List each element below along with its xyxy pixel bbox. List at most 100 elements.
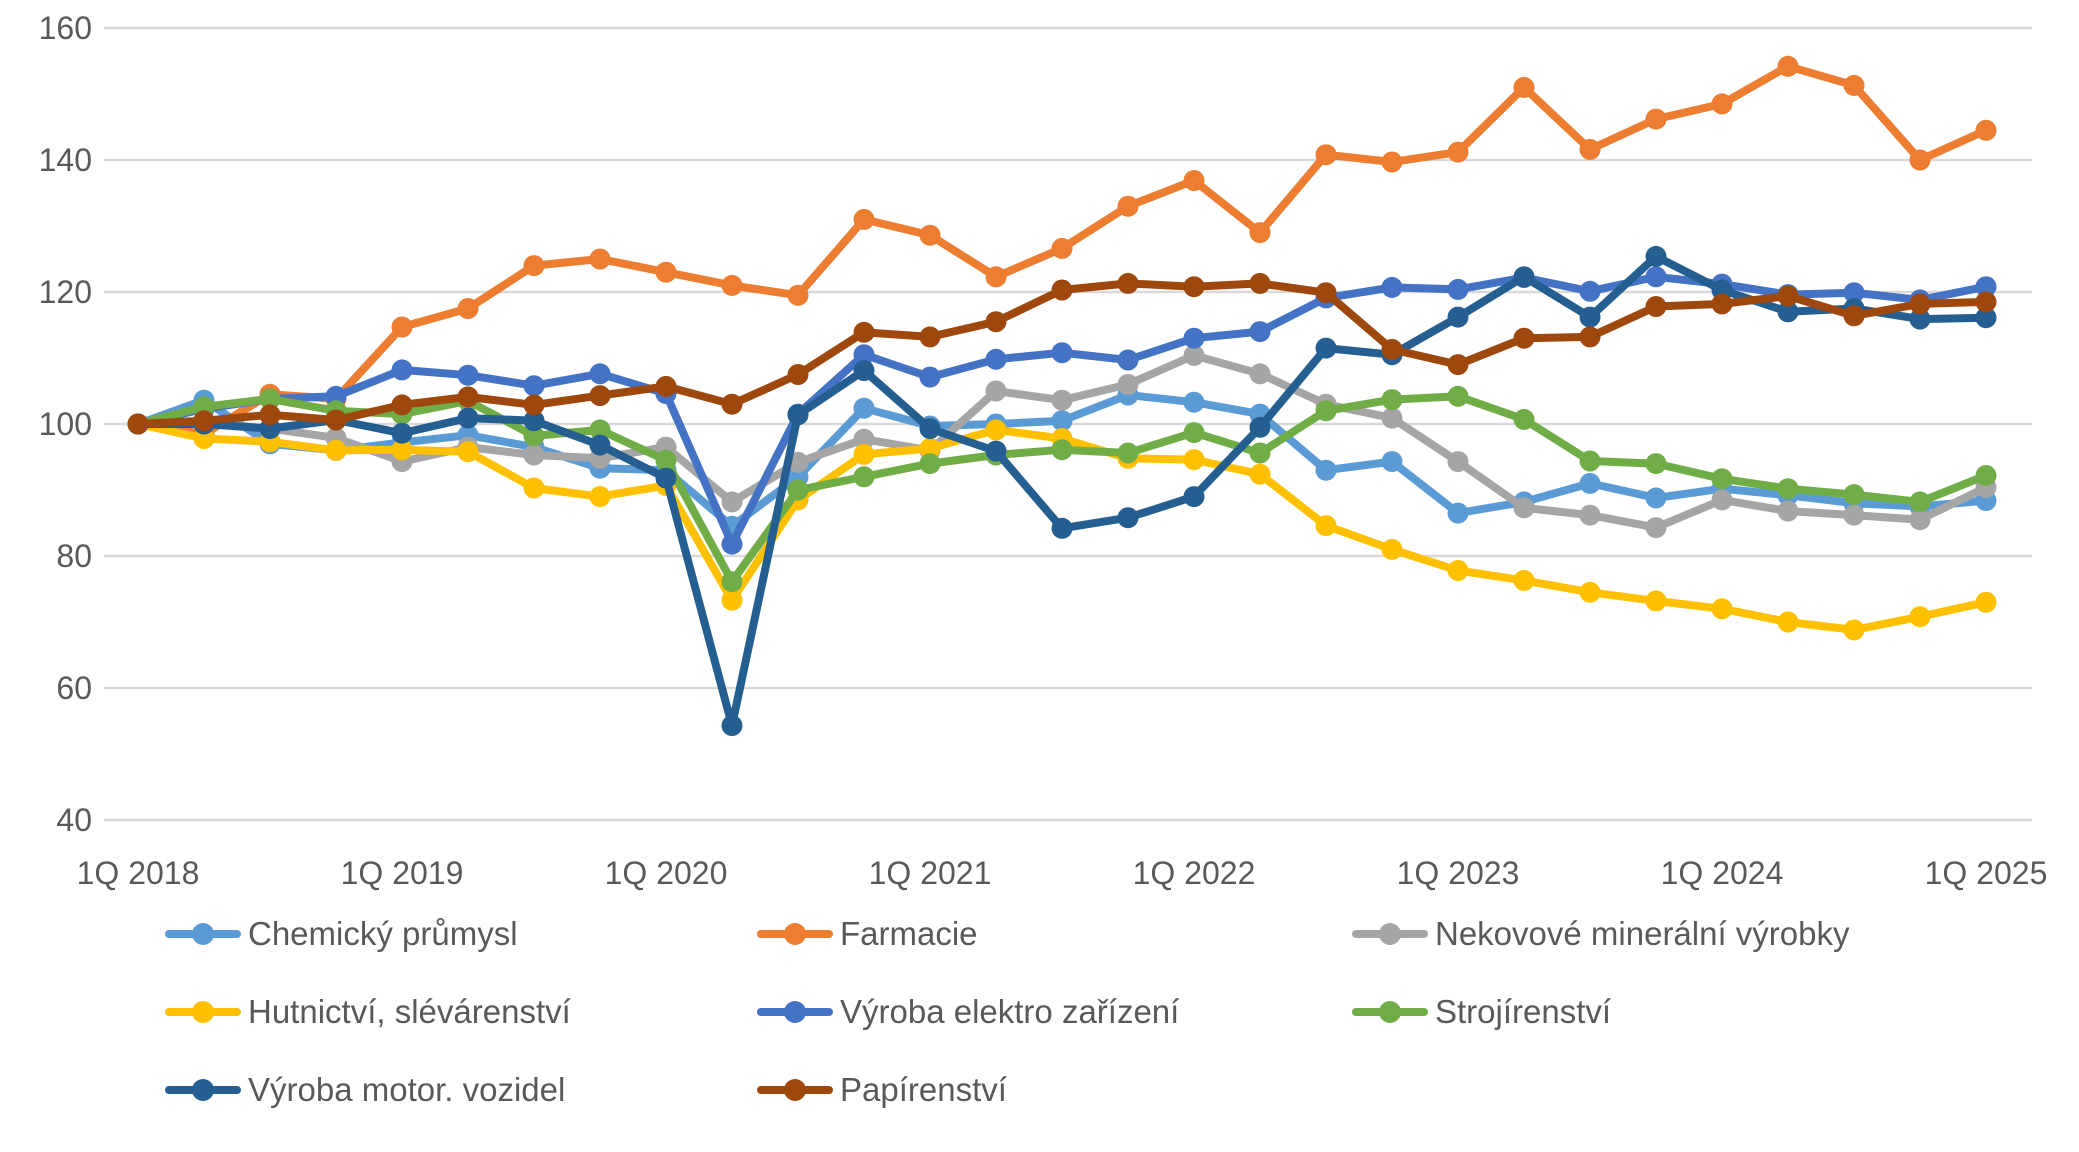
- data-point-farmacie: [1117, 195, 1139, 217]
- y-axis-tick-label: 120: [39, 274, 92, 310]
- data-point-farmacie: [985, 266, 1007, 288]
- data-point-nekovove-mineralni-vyrobky: [1249, 363, 1271, 385]
- data-point-papirenstvi: [1381, 338, 1403, 360]
- data-point-vyroba-elektro-zarizeni: [1843, 282, 1865, 304]
- y-axis-tick-label: 40: [56, 802, 92, 838]
- data-point-strojirenstvi: [721, 571, 743, 593]
- data-point-vyroba-motor-vozidel: [589, 434, 611, 456]
- data-point-vyroba-elektro-zarizeni: [1579, 280, 1601, 302]
- legend-label: Strojírenství: [1435, 993, 1612, 1030]
- data-point-farmacie: [1513, 76, 1535, 98]
- data-point-vyroba-motor-vozidel: [1315, 337, 1337, 359]
- legend-line-marker-icon: [757, 1079, 833, 1101]
- data-point-hutnictvi-slevarenstvi: [457, 441, 479, 463]
- data-point-vyroba-motor-vozidel: [1909, 308, 1931, 330]
- data-point-nekovove-mineralni-vyrobky: [853, 428, 875, 450]
- legend-label: Výroba elektro zařízení: [840, 993, 1180, 1030]
- legend-label: Papírenství: [840, 1071, 1007, 1108]
- data-point-strojirenstvi: [1975, 465, 1997, 486]
- data-point-hutnictvi-slevarenstvi: [589, 486, 611, 508]
- data-point-strojirenstvi: [1183, 422, 1205, 444]
- data-point-chemicky-prumysl: [1579, 472, 1601, 494]
- data-point-farmacie: [589, 248, 611, 270]
- data-point-chemicky-prumysl: [853, 397, 875, 419]
- data-point-vyroba-motor-vozidel: [787, 404, 809, 426]
- data-point-chemicky-prumysl: [1645, 487, 1667, 509]
- legend-item-farmacie: Farmacie: [757, 908, 1352, 960]
- legend-line-marker-icon: [1352, 1001, 1428, 1023]
- data-point-papirenstvi: [1975, 291, 1997, 313]
- data-point-vyroba-motor-vozidel: [721, 715, 743, 737]
- data-point-papirenstvi: [655, 375, 677, 397]
- data-point-chemicky-prumysl: [1447, 502, 1469, 524]
- data-point-papirenstvi: [193, 410, 215, 432]
- legend-item-nekovove-mineralni-vyrobky: Nekovové minerální výrobky: [1352, 908, 2025, 960]
- data-point-chemicky-prumysl: [1051, 410, 1073, 432]
- data-point-papirenstvi: [721, 393, 743, 415]
- data-point-vyroba-elektro-zarizeni: [391, 359, 413, 381]
- data-point-hutnictvi-slevarenstvi: [1183, 449, 1205, 471]
- data-point-strojirenstvi: [1315, 400, 1337, 422]
- data-point-nekovove-mineralni-vyrobky: [1183, 344, 1205, 366]
- data-point-papirenstvi: [1117, 272, 1139, 294]
- data-point-farmacie: [1975, 119, 1997, 141]
- legend-line-marker-icon: [1352, 923, 1428, 945]
- data-point-nekovove-mineralni-vyrobky: [1711, 489, 1733, 511]
- y-axis-tick-label: 80: [56, 538, 92, 574]
- data-point-farmacie: [1183, 170, 1205, 191]
- data-point-chemicky-prumysl: [1183, 391, 1205, 413]
- data-point-vyroba-motor-vozidel: [655, 467, 677, 489]
- y-axis-tick-label: 100: [39, 406, 92, 442]
- data-point-vyroba-elektro-zarizeni: [589, 363, 611, 385]
- data-point-hutnictvi-slevarenstvi: [1843, 619, 1865, 641]
- data-point-strojirenstvi: [259, 388, 281, 410]
- legend-label: Farmacie: [840, 915, 978, 952]
- data-point-papirenstvi: [1909, 293, 1931, 315]
- data-point-strojirenstvi: [853, 466, 875, 488]
- legend-item-vyroba-motor-vozidel: Výroba motor. vozidel: [165, 1064, 757, 1116]
- data-point-farmacie: [1315, 144, 1337, 166]
- data-point-hutnictvi-slevarenstvi: [985, 419, 1007, 441]
- data-point-farmacie: [391, 316, 413, 338]
- data-point-farmacie: [1711, 93, 1733, 115]
- data-point-vyroba-motor-vozidel: [1249, 416, 1271, 438]
- data-point-strojirenstvi: [1249, 442, 1271, 464]
- x-axis-tick-label: 1Q 2023: [1397, 855, 1520, 891]
- data-point-nekovove-mineralni-vyrobky: [985, 380, 1007, 402]
- data-point-papirenstvi: [1447, 354, 1469, 376]
- data-point-farmacie: [523, 255, 545, 277]
- data-point-nekovove-mineralni-vyrobky: [1843, 504, 1865, 526]
- data-point-vyroba-elektro-zarizeni: [325, 385, 347, 407]
- chart-legend: Chemický průmysl Farmacie Nekovové minerál…: [165, 908, 2025, 1116]
- data-point-vyroba-elektro-zarizeni: [457, 364, 479, 386]
- legend-line-marker-icon: [165, 1001, 241, 1023]
- data-point-strojirenstvi: [787, 479, 809, 501]
- data-point-chemicky-prumysl: [1381, 451, 1403, 473]
- data-point-hutnictvi-slevarenstvi: [1645, 590, 1667, 612]
- data-point-strojirenstvi: [1711, 468, 1733, 490]
- data-point-vyroba-elektro-zarizeni: [1183, 327, 1205, 349]
- data-point-vyroba-motor-vozidel: [853, 360, 875, 381]
- data-point-vyroba-elektro-zarizeni: [1975, 276, 1997, 298]
- data-point-hutnictvi-slevarenstvi: [1513, 569, 1535, 591]
- data-point-papirenstvi: [787, 364, 809, 385]
- data-point-farmacie: [655, 261, 677, 283]
- data-point-papirenstvi: [1183, 276, 1205, 298]
- data-point-strojirenstvi: [1051, 439, 1073, 461]
- data-point-farmacie: [1645, 108, 1667, 130]
- legend-line-marker-icon: [165, 1079, 241, 1101]
- data-point-vyroba-motor-vozidel: [1975, 307, 1997, 329]
- legend-label: Chemický průmysl: [248, 915, 518, 952]
- data-point-hutnictvi-slevarenstvi: [1315, 515, 1337, 537]
- data-point-vyroba-motor-vozidel: [391, 422, 413, 444]
- data-point-vyroba-motor-vozidel: [1513, 266, 1535, 288]
- legend-label: Výroba motor. vozidel: [248, 1071, 566, 1108]
- data-point-nekovove-mineralni-vyrobky: [1645, 517, 1667, 539]
- x-axis-tick-label: 1Q 2020: [605, 855, 728, 891]
- x-axis-tick-label: 1Q 2018: [77, 855, 200, 891]
- data-point-vyroba-elektro-zarizeni: [985, 348, 1007, 370]
- data-point-vyroba-motor-vozidel: [919, 418, 941, 440]
- data-point-vyroba-elektro-zarizeni: [853, 344, 875, 366]
- data-point-nekovove-mineralni-vyrobky: [1513, 497, 1535, 519]
- data-point-farmacie: [721, 274, 743, 296]
